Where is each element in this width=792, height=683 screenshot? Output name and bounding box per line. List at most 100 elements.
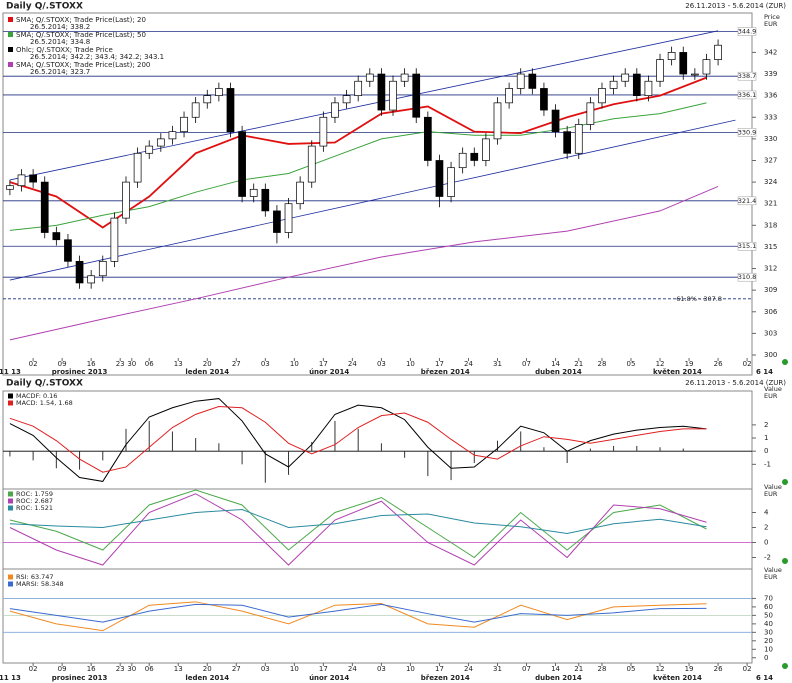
candle-body xyxy=(609,80,618,89)
legend-name: ROC: 2.687 xyxy=(16,497,53,505)
x-tick-label: 28 xyxy=(598,665,607,673)
level-tag xyxy=(737,196,757,206)
level-value: 310.8 xyxy=(738,273,757,281)
edge-label: 6 14 xyxy=(756,674,773,682)
candle-body xyxy=(574,124,583,154)
panel-title: Daily Q/.STOXX xyxy=(6,379,83,389)
x-tick-label: 27 xyxy=(232,360,241,368)
candle-body xyxy=(400,73,409,82)
series-line xyxy=(9,508,707,535)
x-tick-label: 09 xyxy=(58,360,67,368)
y-tick-label: 336 xyxy=(764,92,778,100)
x-tick-label: 31 xyxy=(493,360,502,368)
candle-body xyxy=(64,239,72,262)
candle-body xyxy=(342,95,351,104)
x-tick-label: 17 xyxy=(435,665,444,673)
candle-body xyxy=(17,174,26,187)
candle-body xyxy=(110,217,119,262)
x-tick-label: 19 xyxy=(685,665,694,673)
series-line xyxy=(9,601,707,632)
x-tick-label: 17 xyxy=(319,360,328,368)
y-tick-label: 300 xyxy=(764,351,777,359)
x-tick-label: 12 xyxy=(656,360,665,368)
candle-body xyxy=(354,80,363,96)
y-tick-label: 327 xyxy=(764,156,777,164)
candle-body xyxy=(551,109,560,133)
month-label: únor 2014 xyxy=(309,368,349,376)
level-value: 315.1 xyxy=(738,242,757,250)
legend-detail: 26.5.2014; 334.8 xyxy=(30,38,90,46)
y-tick-label: 339 xyxy=(764,70,777,78)
y-tick-label: 318 xyxy=(764,221,777,229)
candle-body xyxy=(632,73,641,96)
candle-body xyxy=(458,152,467,169)
legend-name: SMA; Q/.STOXX; Trade Price(Last); 20 xyxy=(16,16,146,24)
level-value: 330.9 xyxy=(738,128,757,136)
y-tick-label: 1 xyxy=(764,434,768,442)
x-tick-label: 21 xyxy=(574,360,583,368)
candle-body xyxy=(365,73,374,82)
level-value: 321.4 xyxy=(738,197,757,205)
x-tick-label: 28 xyxy=(598,360,607,368)
trendline xyxy=(9,119,736,281)
x-tick-label: 17 xyxy=(319,665,328,673)
x-tick-label: 03 xyxy=(377,665,386,673)
edge-label: 6 14 xyxy=(756,368,773,376)
y-tick-label: 4 xyxy=(764,509,769,517)
y-unit: Value xyxy=(764,385,782,393)
y-tick-label: 70 xyxy=(764,594,773,602)
x-tick-label: 10 xyxy=(290,665,299,673)
candle-body xyxy=(98,260,107,277)
candle-body xyxy=(87,275,96,284)
x-tick-label: 14 xyxy=(551,665,560,673)
x-tick-label: 21 xyxy=(574,665,583,673)
legend-name: MARSI: 58.348 xyxy=(16,580,64,588)
y-tick-label: 60 xyxy=(764,603,773,611)
x-tick-label: 26 xyxy=(714,360,723,368)
candle-body xyxy=(679,52,688,75)
x-tick-label: 20 xyxy=(203,360,212,368)
y-tick-label: 306 xyxy=(764,308,778,316)
legend-swatch xyxy=(8,574,13,580)
candle-body xyxy=(447,167,455,197)
y-tick-label: 333 xyxy=(764,113,777,121)
legend-name: ROC: 1.521 xyxy=(16,504,53,512)
legend-name: SMA; Q/.STOXX; Trade Price(Last); 200 xyxy=(16,61,150,69)
month-label: duben 2014 xyxy=(535,674,582,682)
y-tick-label: -1 xyxy=(764,460,771,468)
level-tag xyxy=(737,128,757,137)
candle-body xyxy=(145,145,154,154)
panel-title: Daily Q/.STOXX xyxy=(6,2,83,12)
level-tag xyxy=(737,27,757,36)
y-tick-label: 20 xyxy=(764,637,773,645)
x-tick-label: 10 xyxy=(406,665,415,673)
x-tick-label: 24 xyxy=(464,665,473,673)
x-tick-label: 06 xyxy=(145,665,154,673)
level-value: 336.1 xyxy=(738,91,757,99)
level-tag xyxy=(737,90,757,100)
candle-body xyxy=(644,80,653,96)
y-tick-label: 40 xyxy=(764,620,773,628)
candle-body xyxy=(714,44,722,60)
level-value: 344.9 xyxy=(738,28,757,36)
y-tick-label: 2 xyxy=(764,421,768,429)
y-unit: EUR xyxy=(764,573,778,581)
legend-swatch xyxy=(8,32,13,37)
candle-body xyxy=(307,145,316,183)
legend-swatch xyxy=(8,400,13,406)
candle-body xyxy=(621,73,630,82)
y-tick-label: 312 xyxy=(764,265,777,273)
candle-body xyxy=(516,73,525,89)
month-label: leden 2014 xyxy=(185,368,229,376)
legend-swatch xyxy=(8,393,13,399)
series-line xyxy=(9,398,707,482)
candle-body xyxy=(412,73,421,118)
candle-body xyxy=(493,102,502,140)
y-tick-label: 0 xyxy=(764,539,768,547)
legend-name: ROC: 1.759 xyxy=(16,490,53,498)
x-tick-label: 30 xyxy=(127,665,136,673)
y-tick-label: 324 xyxy=(764,178,778,186)
candle-body xyxy=(238,131,246,197)
candle-body xyxy=(667,52,676,60)
x-tick-label: 20 xyxy=(203,665,212,673)
